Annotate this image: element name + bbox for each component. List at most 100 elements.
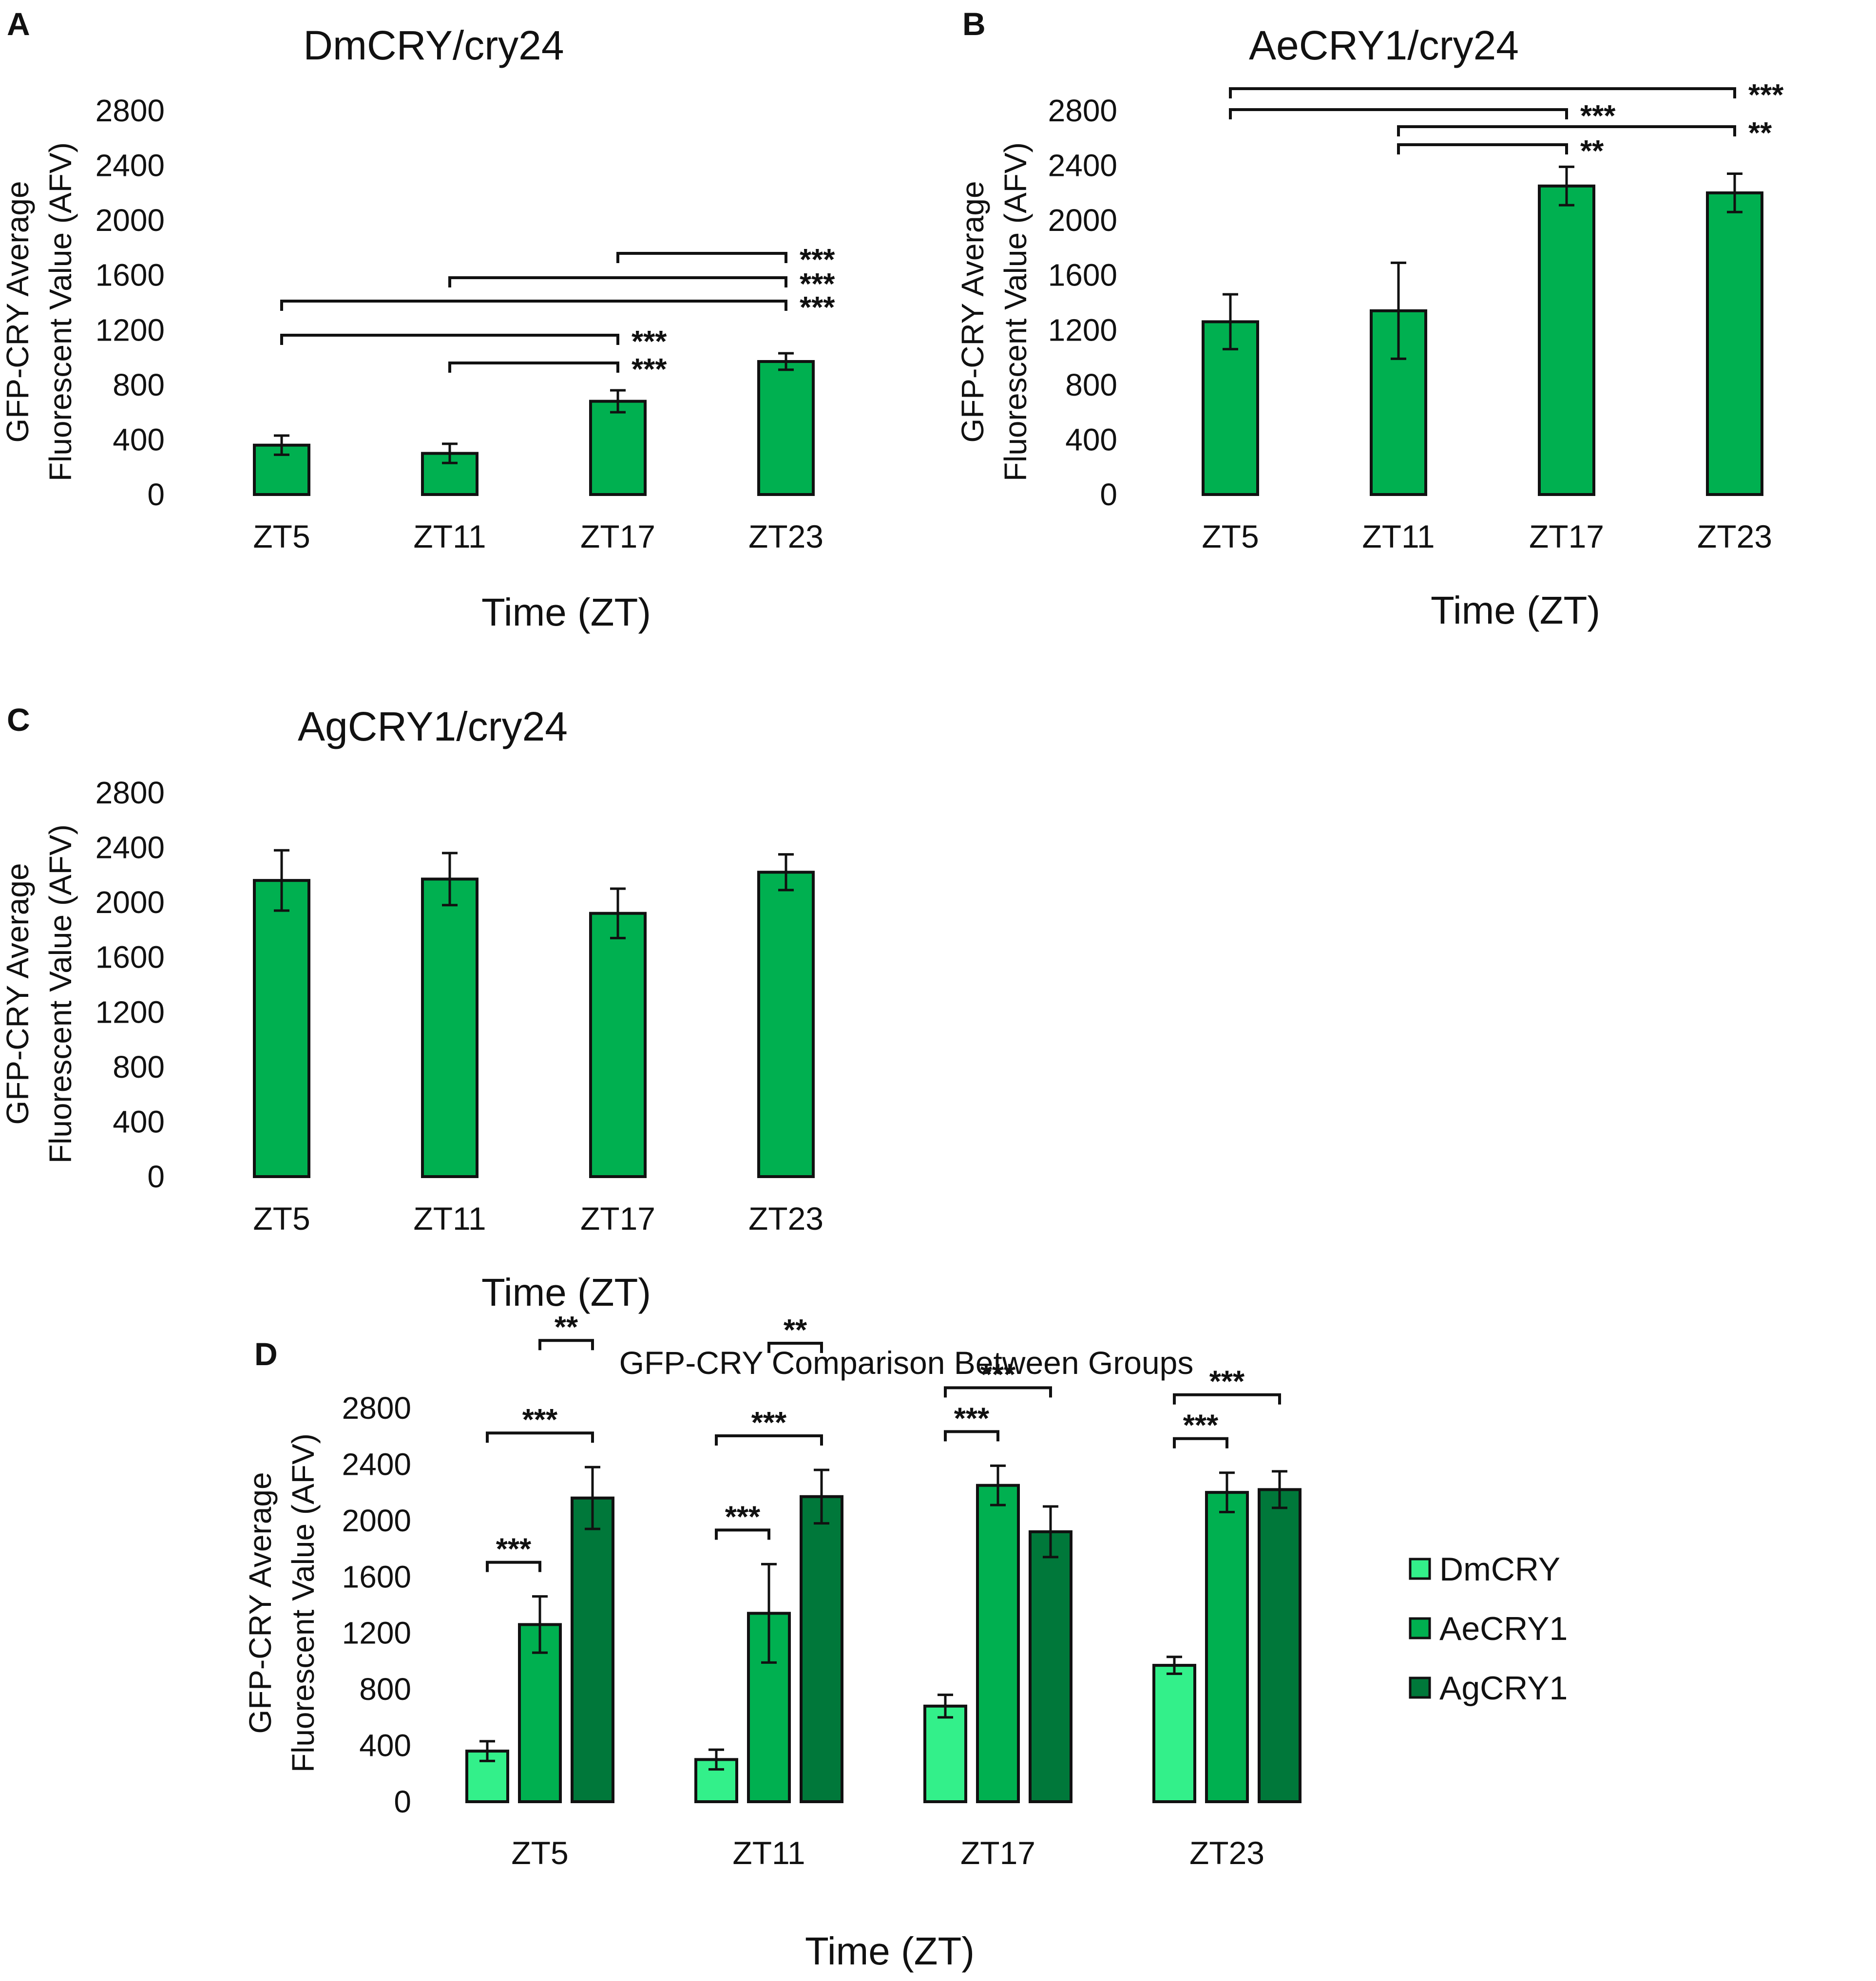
panel-a: A DmCRY/cry24 GFP-CRY Average Fluorescen… [0, 6, 835, 634]
panel-a-sig-2-3-bracket [616, 252, 787, 263]
panel-b-y-tick: 2400 [1048, 148, 1117, 183]
panel-d-error-bar-aecry1-zt5 [532, 1595, 548, 1654]
panel-c-bar-zt17 [589, 912, 647, 1178]
panel-d-sig-0-1-2-bracket [538, 1339, 594, 1351]
panel-d-sig-3-0-2-label: *** [1209, 1365, 1245, 1399]
panel-d-error-bar-aecry1-zt17 [990, 1464, 1006, 1506]
panel-a-x-axis-label: Time (ZT) [481, 590, 651, 634]
panel-c-error-bar-zt5 [274, 849, 289, 912]
panel-d-sig-0-0-1-bracket [486, 1561, 541, 1572]
panel-a-title: DmCRY/cry24 [303, 22, 564, 68]
panel-d-sig-1-0-2-bracket [715, 1434, 823, 1446]
panel-a-y-tick: 1200 [96, 312, 165, 347]
panel-d-bar-agcry1-zt23 [1258, 1488, 1302, 1803]
panel-a-y-tick: 2800 [96, 93, 165, 128]
panel-d-sig-1-0-1-label: *** [725, 1500, 761, 1534]
panel-d-sig-3-0-2-bracket [1173, 1393, 1281, 1405]
panel-c-title: AgCRY1/cry24 [298, 704, 568, 749]
panel-a-sig-2-3-label: *** [800, 243, 835, 277]
panel-d-error-bar-dmcry-zt17 [938, 1694, 953, 1719]
panel-d-y-tick: 800 [359, 1672, 411, 1707]
panel-b-error-bar-zt23 [1727, 172, 1742, 213]
panel-c-bar-zt11 [421, 877, 479, 1179]
panel-d-plot: 0 400 800 1200 1600 2000 2400 2800 ZT5 ZT11 ZT17 ZT… [342, 1311, 1302, 1871]
panel-d-sig-0-0-2-label: *** [522, 1403, 558, 1437]
panel-d-sig-1-1-2-bracket [767, 1341, 823, 1353]
panel-d-y-axis-label-2: Fluorescent Value (AFV) [286, 1433, 321, 1772]
panel-b-sig-1-3-bracket [1397, 125, 1736, 136]
panel-d-sig-1-0-1-bracket [715, 1528, 770, 1540]
panel-a-error-bar-zt5 [274, 434, 289, 456]
panel-c-y-axis-label: GFP-CRY Average [0, 863, 35, 1124]
legend-label-agcry1: AgCRY1 [1439, 1670, 1568, 1707]
legend-swatch-agcry1 [1409, 1676, 1431, 1699]
panel-a-x-tick-zt11: ZT11 [413, 518, 486, 554]
panel-d-letter: D [254, 1336, 278, 1372]
panel-c-y-tick: 2800 [96, 775, 165, 810]
panel-b-sig-1-2-bracket [1397, 143, 1568, 154]
panel-c-error-bar-zt17 [610, 887, 626, 939]
panel-c-x-tick-zt23: ZT23 [748, 1200, 823, 1237]
panel-a-x-tick-zt5: ZT5 [253, 518, 310, 554]
legend-label-aecry1: AeCRY1 [1439, 1610, 1568, 1647]
panel-a-sig-1-3-label: *** [800, 267, 835, 301]
panel-a-error-bar-zt23 [778, 352, 794, 371]
panel-d-y-tick: 2000 [342, 1503, 411, 1538]
panel-d-bar-dmcry-zt17 [923, 1704, 967, 1804]
panel-d-sig-2-0-2-bracket [944, 1386, 1052, 1398]
panel-b-sig-0-3-bracket [1229, 87, 1736, 98]
panel-d-bar-aecry1-zt5 [518, 1623, 562, 1803]
panel-d-x-tick-zt5: ZT5 [511, 1835, 568, 1871]
panel-a-bar-zt23 [757, 360, 815, 496]
panel-b-sig-1-2-label: ** [1580, 134, 1604, 168]
panel-d-x-tick-zt17: ZT17 [960, 1835, 1035, 1871]
panel-b-sig-1-3-label: ** [1748, 116, 1772, 150]
panel-d-bar-aecry1-zt23 [1205, 1491, 1249, 1803]
panel-b-y-tick: 2000 [1048, 203, 1117, 238]
panel-d-title: GFP-CRY Comparison Between Groups [619, 1345, 1194, 1381]
panel-d-y-axis-label: GFP-CRY Average [243, 1472, 278, 1733]
panel-d-sig-2-0-1-label: *** [954, 1402, 990, 1435]
panel-d-sig-0-1-2-label: ** [555, 1311, 578, 1344]
panel-d-y-tick: 400 [359, 1728, 411, 1763]
panel-a-sig-0-3-label: *** [800, 291, 835, 324]
panel-d-error-bar-agcry1-zt5 [585, 1466, 600, 1530]
panel-d-x-axis-label: Time (ZT) [805, 1929, 975, 1973]
panel-d-y-tick: 1200 [342, 1616, 411, 1651]
panel-a-error-bar-zt11 [442, 442, 458, 464]
panel-a-y-axis-label-2: Fluorescent Value (AFV) [43, 142, 78, 481]
panel-d-sig-3-0-1-label: *** [1183, 1409, 1219, 1443]
panel-a-y-tick: 2000 [96, 203, 165, 238]
panel-c-error-bar-zt23 [778, 853, 794, 892]
panel-d-bar-aecry1-zt17 [976, 1484, 1020, 1804]
panel-b-error-bar-zt17 [1559, 165, 1574, 207]
panel-d-y-tick: 1600 [342, 1559, 411, 1594]
panel-b-x-tick-zt17: ZT17 [1529, 518, 1604, 554]
panel-c-x-tick-zt17: ZT17 [580, 1200, 655, 1237]
legend-swatch-aecry1 [1409, 1617, 1431, 1639]
panel-a-y-tick: 0 [147, 477, 165, 512]
panel-c-y-axis-label-2: Fluorescent Value (AFV) [43, 824, 78, 1163]
panel-b-y-tick: 400 [1065, 422, 1117, 457]
panel-d-error-bar-agcry1-zt23 [1272, 1470, 1287, 1509]
panel-d-bar-dmcry-zt23 [1152, 1664, 1196, 1803]
panel-b-error-bar-zt5 [1223, 293, 1238, 351]
panel-c-bar-zt23 [757, 871, 815, 1178]
panel-b-sig-0-3-label: *** [1748, 78, 1784, 112]
panel-d-error-bar-aecry1-zt11 [761, 1562, 777, 1664]
panel-c-x-tick-zt11: ZT11 [413, 1200, 486, 1237]
panel-d-legend: DmCRY AeCRY1 AgCRY1 [1409, 1551, 1568, 1707]
panel-d: D GFP-CRY Comparison Between Groups GFP-… [243, 1311, 1568, 1973]
panel-d-sig-0-0-2-bracket [486, 1431, 594, 1443]
panel-a-sig-0-2-label: *** [632, 325, 667, 359]
panel-b-y-tick: 0 [1100, 477, 1117, 512]
panel-b-plot: 0 400 800 1200 1600 2000 2400 2800 ZT5 ZT11 ZT17 ZT… [1048, 78, 1784, 554]
panel-c-plot: 0 400 800 1200 1600 2000 2400 2800 ZT5 ZT11 ZT17 ZT… [96, 775, 823, 1237]
panel-a-sig-0-2-bracket [280, 334, 619, 345]
panel-d-y-tick: 0 [394, 1784, 411, 1819]
panel-c-y-tick: 2400 [96, 830, 165, 865]
panel-a-y-tick: 1600 [96, 258, 165, 293]
panel-b-bar-zt23 [1706, 191, 1763, 496]
panel-d-error-bar-dmcry-zt5 [479, 1740, 495, 1762]
panel-a-y-tick: 800 [113, 367, 165, 402]
